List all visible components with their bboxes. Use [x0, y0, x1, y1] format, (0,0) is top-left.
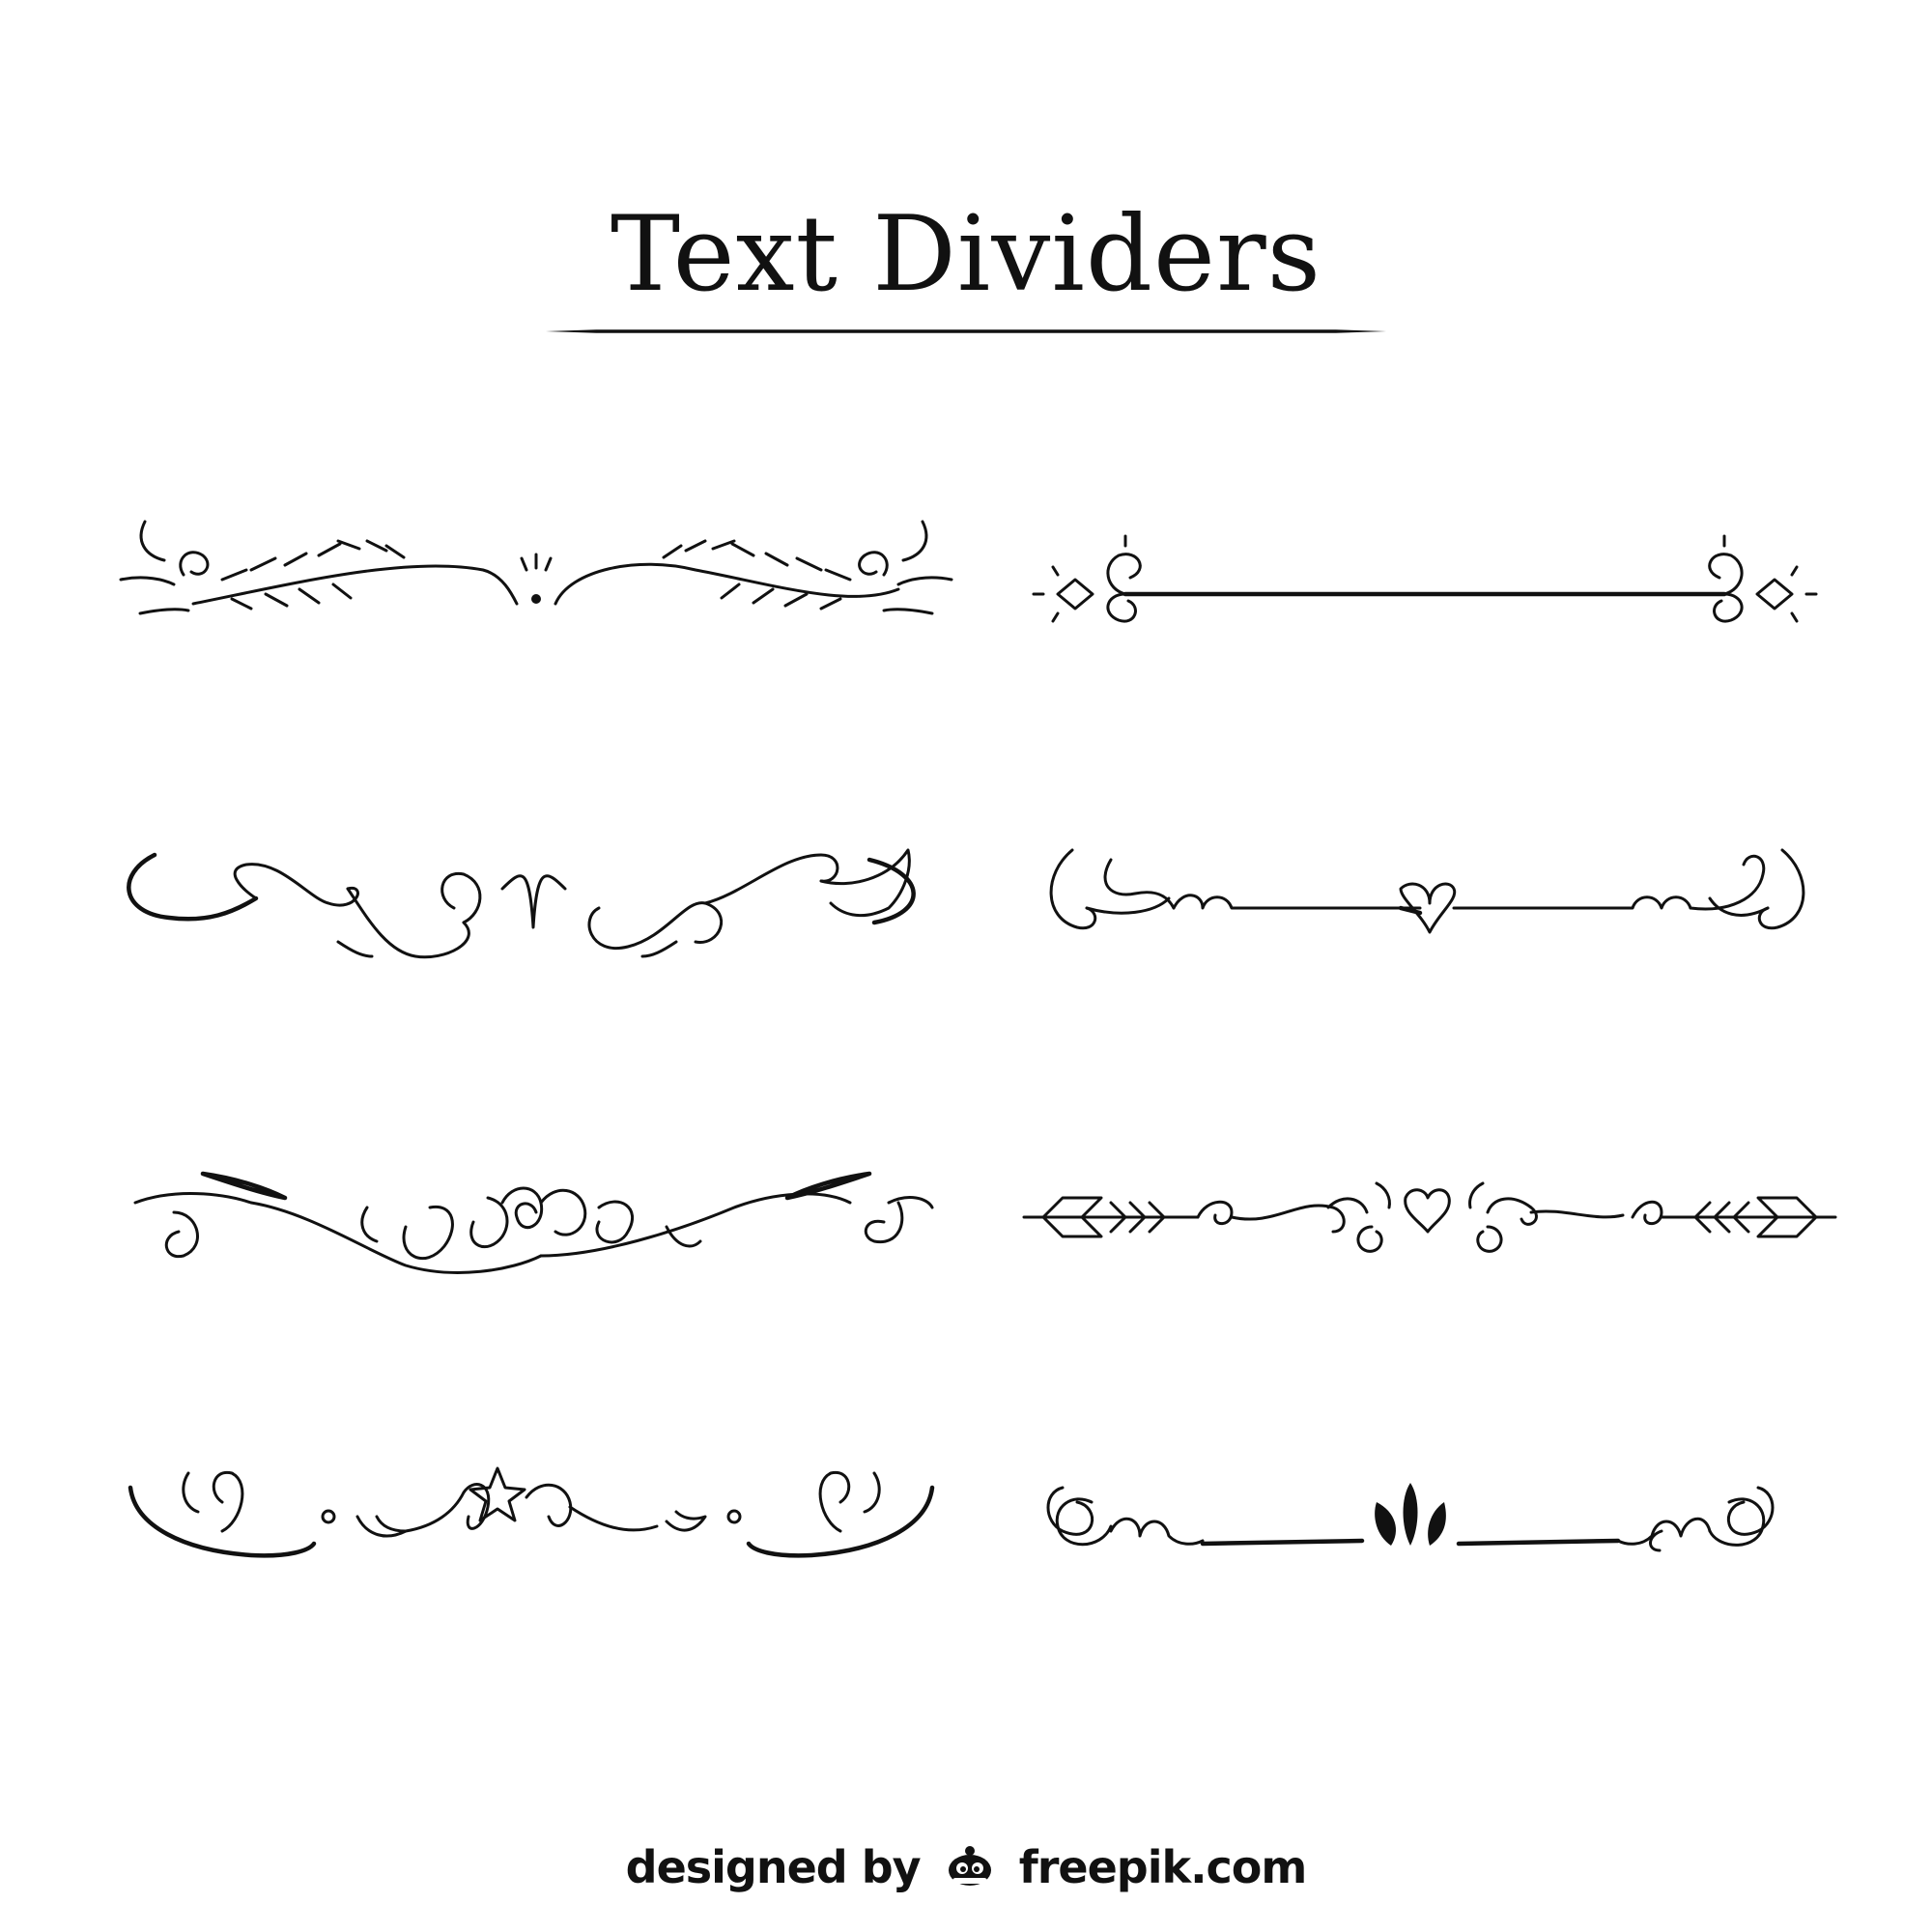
- star-swirl-divider: [128, 1466, 935, 1558]
- arrow-heart-divider: [1022, 1181, 1837, 1253]
- leaf-bud-divider: [1046, 1483, 1775, 1552]
- credit-prefix: designed by: [625, 1841, 922, 1893]
- leafy-sprig-divider: [119, 520, 953, 615]
- credit-line: designed by freepik.com: [0, 1841, 1932, 1900]
- page-title: Text Dividers: [611, 194, 1321, 315]
- title-underline: [546, 329, 1386, 333]
- heart-loop-divider: [1049, 848, 1805, 934]
- flourish-scroll-divider: [133, 1171, 934, 1274]
- freepik-mascot-icon: [943, 1841, 997, 1900]
- credit-site[interactable]: freepik.com: [1018, 1841, 1308, 1893]
- diamond-bar-divider: [1032, 534, 1818, 623]
- loop-swirl-divider: [127, 848, 916, 959]
